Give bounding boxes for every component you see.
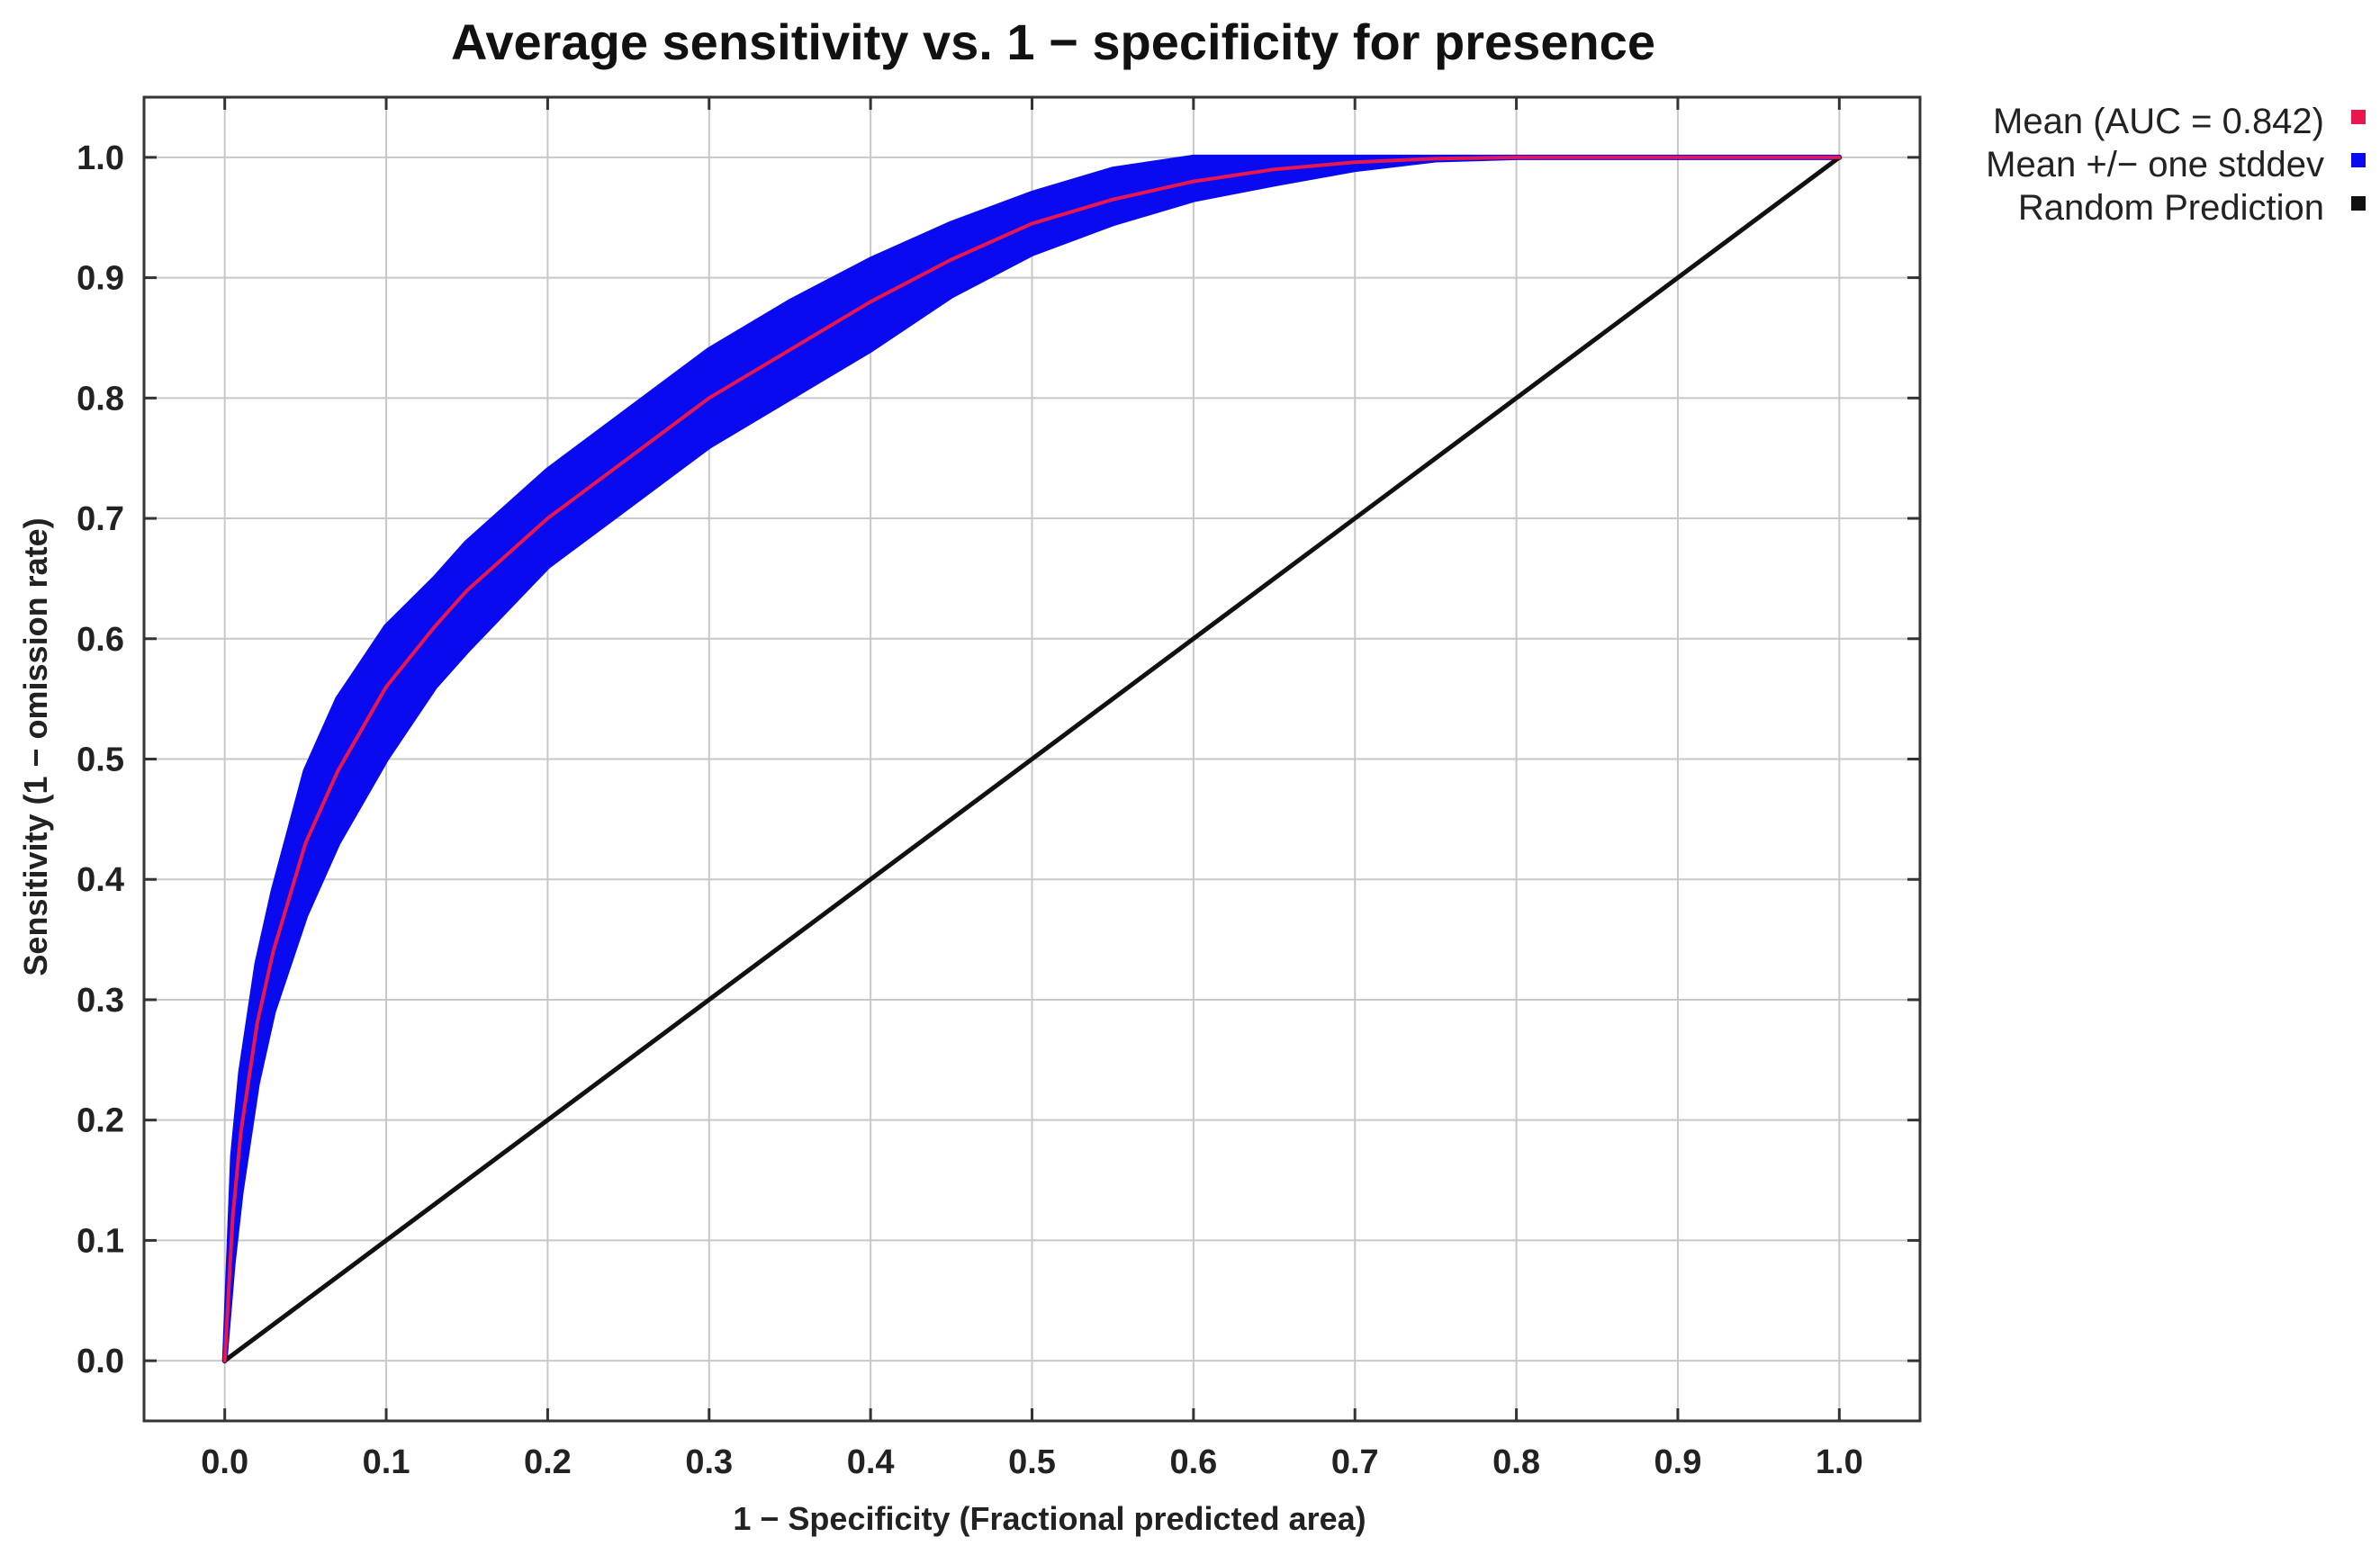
x-tick-label-7: 0.7: [1331, 1443, 1379, 1481]
x-tick-label-9: 0.9: [1654, 1443, 1702, 1481]
y-tick-label-1: 0.1: [77, 1222, 124, 1260]
x-tick-label-4: 0.4: [847, 1443, 895, 1481]
y-tick-label-5: 0.5: [77, 742, 124, 779]
y-tick-label-7: 0.7: [77, 500, 124, 538]
x-tick-label-1: 0.1: [363, 1443, 410, 1481]
x-tick-label-8: 0.8: [1492, 1443, 1540, 1481]
x-axis-label: 1 − Specificity (Fractional predicted ar…: [733, 1500, 1366, 1537]
legend-swatch-2: [2351, 196, 2366, 211]
legend-label-1: Mean +/− one stddev: [1986, 145, 2324, 184]
x-tick-label-5: 0.5: [1008, 1443, 1056, 1481]
x-tick-label-3: 0.3: [685, 1443, 733, 1481]
y-tick-label-6: 0.6: [77, 621, 124, 659]
y-tick-label-4: 0.4: [77, 861, 124, 899]
y-tick-label-8: 0.8: [77, 380, 124, 418]
legend-label-2: Random Prediction: [2018, 188, 2324, 228]
y-tick-label-0: 0.0: [77, 1343, 124, 1380]
chart-title: Average sensitivity vs. 1 − specificity …: [451, 13, 1655, 70]
x-tick-label-0: 0.0: [201, 1443, 248, 1481]
grid: [144, 97, 1920, 1421]
axis-ticks: 0.0 0.1 0.2 0.3 0.4 0.5 0.6 0.7 0.8 0.9 1.0 0.0 0.1 0…: [77, 97, 1920, 1481]
legend-label-0: Mean (AUC = 0.842): [1993, 102, 2324, 141]
y-tick-label-9: 0.9: [77, 260, 124, 298]
series-line-random: [222, 155, 1842, 1363]
y-axis-label: Sensitivity (1 − omission rate): [17, 517, 54, 975]
y-tick-label-10: 1.0: [77, 139, 124, 177]
legend-swatch-1: [2351, 153, 2366, 167]
x-tick-label-10: 1.0: [1816, 1443, 1863, 1481]
y-tick-label-3: 0.3: [77, 982, 124, 1020]
x-tick-label-6: 0.6: [1169, 1443, 1217, 1481]
x-tick-label-2: 0.2: [524, 1443, 572, 1481]
series-line-mean: [222, 155, 1842, 1363]
y-tick-label-2: 0.2: [77, 1102, 124, 1140]
legend: Mean (AUC = 0.842) Mean +/− one stddev Ran…: [1986, 102, 2366, 228]
series-line-layer: [222, 155, 1842, 1363]
legend-swatch-0: [2351, 110, 2366, 124]
